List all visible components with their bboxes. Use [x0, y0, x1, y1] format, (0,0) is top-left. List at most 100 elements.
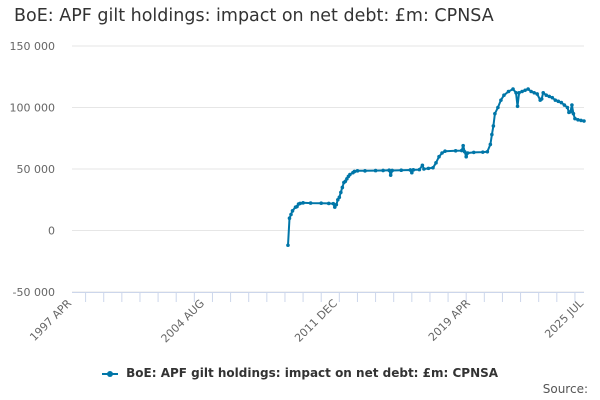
x-tick-label: 2011 DEC: [292, 297, 340, 345]
data-point: [556, 99, 561, 104]
data-point: [431, 165, 435, 170]
data-point: [547, 94, 552, 99]
y-tick-label: 0: [48, 225, 55, 238]
data-point: [411, 168, 416, 172]
data-point: [420, 163, 425, 168]
data-point: [523, 88, 527, 93]
data-point: [496, 105, 500, 110]
data-point: [502, 93, 506, 97]
x-tick-label: 2004 AUG: [159, 297, 208, 346]
data-point: [511, 87, 515, 91]
data-point: [515, 104, 520, 109]
data-point: [399, 168, 404, 173]
series-layer: [286, 87, 586, 248]
x-tick-label: 2025 JUL: [542, 296, 586, 340]
data-point: [453, 148, 458, 153]
data-point: [570, 103, 574, 107]
data-point: [532, 90, 536, 95]
data-point: [363, 169, 367, 173]
data-point: [464, 154, 468, 159]
data-point: [340, 185, 345, 190]
data-point: [422, 167, 426, 171]
x-tick-label: 2019 APR: [426, 297, 473, 344]
data-point: [443, 149, 447, 153]
data-point: [308, 201, 313, 205]
data-point: [440, 151, 444, 155]
data-point: [331, 201, 336, 206]
data-point: [461, 143, 465, 148]
data-point: [506, 89, 511, 94]
x-tick-label: 1997 APR: [27, 297, 74, 344]
data-point: [553, 98, 558, 102]
data-point: [529, 89, 533, 94]
legend[interactable]: BoE: APF gilt holdings: impact on net de…: [0, 366, 600, 380]
legend-swatch-icon: [101, 369, 118, 379]
data-point: [287, 216, 292, 220]
data-point: [491, 124, 496, 128]
data-point: [550, 95, 555, 100]
y-tick-label: 150 000: [10, 40, 56, 53]
data-point: [337, 195, 342, 200]
data-point: [289, 212, 293, 217]
data-point: [459, 148, 464, 153]
data-point: [559, 100, 564, 105]
data-point: [465, 151, 470, 155]
data-point: [434, 161, 438, 165]
legend-label: BoE: APF gilt holdings: impact on net de…: [126, 366, 499, 380]
data-point: [319, 201, 324, 205]
data-point: [426, 166, 431, 171]
data-point: [499, 98, 503, 102]
data-point: [539, 97, 544, 101]
data-point: [334, 202, 339, 207]
gridlines: [72, 45, 584, 293]
data-point: [410, 170, 414, 175]
data-point: [381, 168, 385, 173]
data-point: [373, 168, 378, 173]
data-point: [408, 168, 413, 172]
data-point: [481, 150, 485, 154]
data-point: [562, 103, 567, 107]
data-point: [526, 87, 530, 91]
data-point: [488, 142, 493, 147]
data-point: [535, 92, 539, 96]
x-axis: 1997 APR 2004 AUG 2011 DEC 2019 APR 2025 JUL: [27, 292, 587, 346]
data-point: [390, 168, 394, 173]
data-point: [514, 90, 518, 95]
source-label: Source:: [542, 382, 588, 396]
data-point: [388, 173, 393, 177]
data-point: [579, 118, 583, 123]
data-point: [571, 111, 576, 116]
data-point: [493, 111, 497, 116]
data-point: [437, 154, 441, 159]
data-point: [326, 201, 331, 206]
data-point: [573, 116, 577, 121]
y-tick-label: -50 000: [13, 286, 55, 299]
chart-title: BoE: APF gilt holdings: impact on net de…: [14, 6, 494, 26]
data-point: [290, 209, 295, 213]
data-point: [339, 190, 343, 195]
data-point: [544, 93, 549, 97]
data-point: [286, 243, 290, 248]
data-point: [485, 149, 490, 154]
data-point: [576, 118, 580, 122]
data-point: [517, 90, 521, 95]
data-point: [352, 169, 357, 174]
data-point: [582, 119, 586, 123]
data-point: [387, 168, 391, 173]
y-axis-ticks: -50 000 0 50 000 100 000 150 000: [10, 40, 56, 299]
data-point: [417, 167, 422, 172]
data-point: [298, 201, 302, 206]
data-point: [462, 149, 467, 154]
data-point: [471, 150, 476, 155]
y-tick-label: 100 000: [10, 102, 56, 115]
data-point: [520, 89, 524, 94]
series-line: [287, 88, 585, 247]
data-point: [568, 110, 573, 114]
data-point: [490, 132, 494, 137]
data-point: [355, 169, 360, 173]
y-tick-label: 50 000: [17, 163, 56, 176]
data-point: [565, 105, 570, 110]
data-point: [348, 172, 352, 177]
data-point: [541, 90, 546, 95]
